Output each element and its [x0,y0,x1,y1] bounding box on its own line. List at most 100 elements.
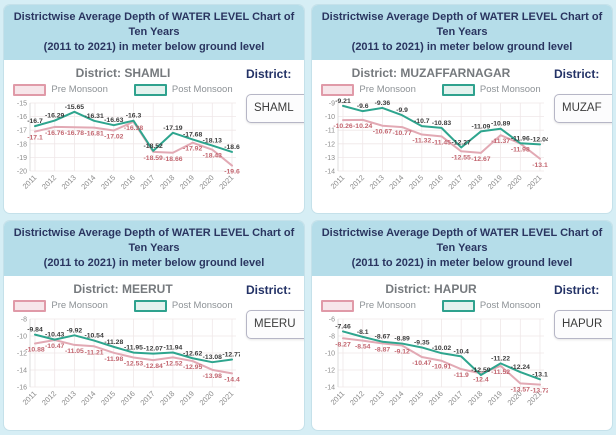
svg-text:-14: -14 [325,384,335,391]
svg-text:-12.67: -12.67 [471,155,490,162]
svg-text:2015: 2015 [99,389,117,407]
svg-text:-9: -9 [329,100,335,107]
svg-text:-8: -8 [329,333,335,340]
legend-post-label: Post Monsoon [171,300,233,312]
svg-text:-12.84: -12.84 [144,363,163,370]
svg-text:2019: 2019 [486,389,504,407]
svg-text:-12.59: -12.59 [471,367,490,374]
district-select[interactable]: HAPUR [554,309,612,339]
svg-text:-13.1: -13.1 [532,371,548,378]
panel-title-line1: Districtwise Average Depth of WATER LEVE… [13,227,295,254]
svg-text:-13.1: -13.1 [532,161,548,168]
svg-text:2016: 2016 [427,389,445,407]
svg-text:-8.89: -8.89 [394,335,410,342]
legend-post-label: Post Monsoon [171,84,233,96]
svg-text:-12.27: -12.27 [452,139,471,146]
district-select[interactable]: SHAML [246,93,304,123]
svg-text:-15.65: -15.65 [65,103,84,110]
svg-text:-10.24: -10.24 [353,122,372,129]
panel-title: Districtwise Average Depth of WATER LEVE… [312,221,612,276]
chart-legend: Pre Monsoon Post Monsoon [6,299,240,312]
svg-text:-12.4: -12.4 [473,376,489,383]
svg-text:2012: 2012 [40,173,58,191]
chart-legend: Pre Monsoon Post Monsoon [6,83,240,96]
svg-text:-17.1: -17.1 [27,134,43,141]
svg-text:-10.7: -10.7 [414,118,430,125]
svg-text:-18.52: -18.52 [144,142,163,149]
svg-text:-12: -12 [325,141,335,148]
panel-hapur: Districtwise Average Depth of WATER LEVE… [312,221,612,430]
svg-text:-14.4: -14.4 [224,376,240,383]
svg-text:-10.47: -10.47 [412,360,431,367]
panel-title-line1: Districtwise Average Depth of WATER LEVE… [13,11,295,38]
svg-text:-9.84: -9.84 [27,326,43,333]
district-select[interactable]: MEERU [246,309,304,339]
svg-text:-18.66: -18.66 [163,155,182,162]
panel-muzaffarnagar: Districtwise Average Depth of WATER LEVE… [312,5,612,213]
svg-text:-16.31: -16.31 [84,112,103,119]
svg-text:-19.6: -19.6 [224,168,240,175]
svg-text:-10.77: -10.77 [392,130,411,137]
district-select[interactable]: MUZAF [554,93,612,123]
svg-text:-11.95: -11.95 [124,344,143,351]
svg-text:2012: 2012 [40,389,58,407]
svg-text:-18.59: -18.59 [144,154,163,161]
svg-text:2011: 2011 [329,173,347,191]
svg-text:-18.6: -18.6 [224,143,240,150]
svg-text:2021: 2021 [217,389,235,407]
svg-text:-11.21: -11.21 [85,349,104,356]
svg-text:-11.22: -11.22 [491,355,510,362]
legend-item-post: Post Monsoon [133,83,233,96]
svg-text:-12.53: -12.53 [124,360,143,367]
panel-meerut: Districtwise Average Depth of WATER LEVE… [4,221,304,430]
svg-text:-17.19: -17.19 [163,124,182,131]
post-monsoon-swatch-icon [441,83,475,96]
svg-text:-9.6: -9.6 [357,103,369,110]
svg-text:-12.77: -12.77 [222,351,240,358]
svg-text:-6: -6 [329,316,335,323]
svg-text:-8: -8 [21,316,27,323]
svg-text:-10.47: -10.47 [45,343,64,350]
svg-text:-13.08: -13.08 [203,354,222,361]
svg-text:-12.07: -12.07 [144,345,163,352]
svg-text:-9.21: -9.21 [335,97,351,104]
svg-text:2016: 2016 [427,173,445,191]
svg-text:-10: -10 [325,350,335,357]
svg-text:2018: 2018 [466,173,484,191]
svg-text:2019: 2019 [178,173,196,191]
svg-text:2013: 2013 [60,389,78,407]
svg-text:-9.92: -9.92 [67,327,83,334]
svg-text:-10.67: -10.67 [373,128,392,135]
svg-text:2014: 2014 [79,173,97,191]
legend-post-label: Post Monsoon [479,300,541,312]
legend-pre-label: Pre Monsoon [51,84,108,96]
panel-title: Districtwise Average Depth of WATER LEVE… [312,5,612,60]
svg-text:-16.63: -16.63 [104,117,123,124]
svg-text:2016: 2016 [119,389,137,407]
svg-text:2012: 2012 [348,173,366,191]
svg-text:2021: 2021 [525,173,543,191]
svg-text:-16: -16 [17,114,27,121]
svg-text:-16.3: -16.3 [126,112,142,119]
panel-title: Districtwise Average Depth of WATER LEVE… [4,221,304,276]
svg-text:-19: -19 [17,154,27,161]
svg-text:-13.72: -13.72 [530,387,548,394]
svg-text:-13: -13 [325,154,335,161]
pre-monsoon-swatch-icon [13,299,47,312]
svg-text:-10.88: -10.88 [25,346,44,353]
svg-text:-16.78: -16.78 [65,130,84,137]
legend-item-post: Post Monsoon [441,83,541,96]
svg-text:-12.24: -12.24 [511,364,530,371]
svg-text:2017: 2017 [138,389,156,407]
svg-text:2011: 2011 [329,389,347,407]
district-heading: District: MUZAFFARNAGAR [351,65,511,80]
legend-post-label: Post Monsoon [479,84,541,96]
panel-title: Districtwise Average Depth of WATER LEVE… [4,5,304,60]
svg-text:-16.81: -16.81 [84,130,103,137]
chart-legend: Pre Monsoon Post Monsoon [314,299,548,312]
svg-text:-8.1: -8.1 [357,328,369,335]
svg-text:-12.95: -12.95 [183,364,202,371]
